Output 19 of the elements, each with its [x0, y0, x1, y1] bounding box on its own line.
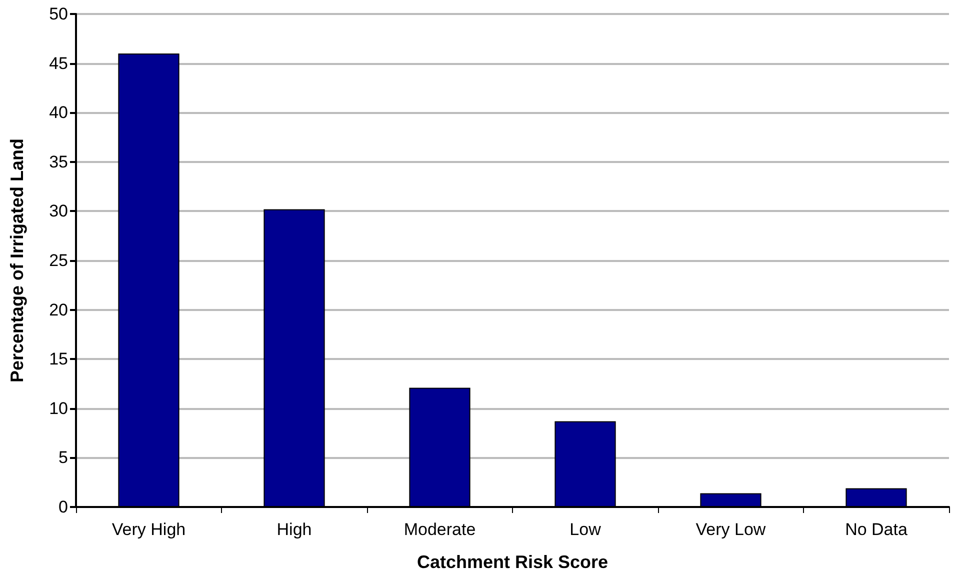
y-tick-label: 0 — [58, 498, 68, 516]
y-tick-label: 25 — [49, 251, 68, 270]
x-tick-label: Moderate — [404, 520, 476, 539]
y-axis-title: Percentage of Irrigated Land — [7, 138, 27, 383]
x-tick-label: Low — [570, 520, 602, 539]
y-tick-label: 40 — [49, 103, 68, 122]
x-tick-label: High — [276, 520, 312, 539]
y-tick-label: 20 — [49, 300, 68, 320]
y-tick-label: 45 — [49, 54, 68, 73]
y-tick-label: 15 — [49, 350, 68, 369]
y-tick-label: 5 — [58, 448, 68, 468]
y-tick-label: 30 — [49, 202, 68, 221]
y-tick-label: 35 — [49, 152, 68, 172]
x-tick-label: Very High — [112, 520, 186, 539]
y-tick-label: 50 — [49, 4, 68, 24]
x-tick-label: No Data — [845, 520, 908, 539]
x-tick-label: Very Low — [696, 520, 766, 539]
y-tick-label: 10 — [49, 398, 68, 418]
x-axis-title: Catchment Risk Score — [416, 552, 608, 572]
